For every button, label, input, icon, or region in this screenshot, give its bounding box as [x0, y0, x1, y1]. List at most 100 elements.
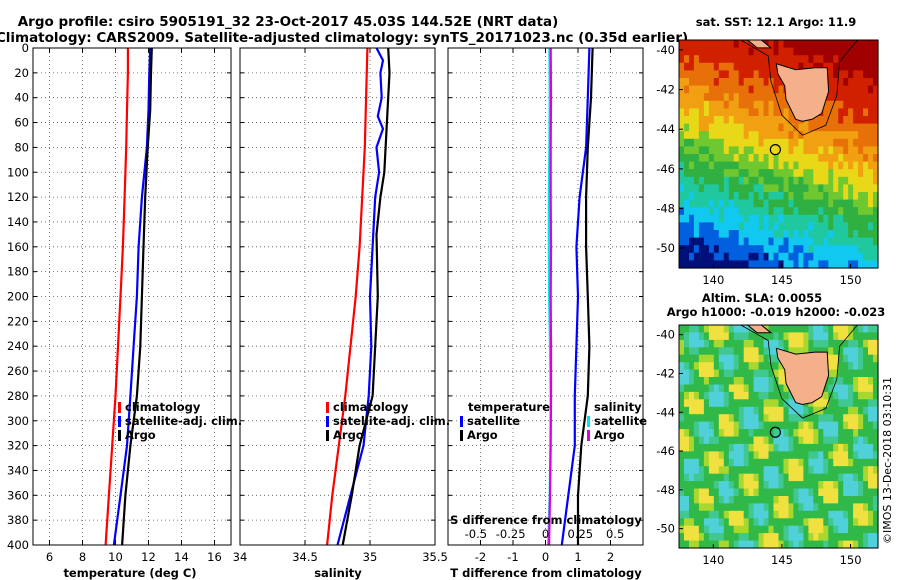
map-cell: [813, 146, 819, 155]
map-cell: [718, 108, 725, 117]
map-cell: [733, 377, 740, 385]
map-cell: [693, 131, 700, 140]
map-cell: [808, 406, 814, 415]
map-cell: [873, 192, 879, 201]
map-cell: [778, 362, 785, 371]
map-cell: [728, 100, 735, 109]
map-cell: [728, 503, 735, 512]
map-cell: [758, 414, 765, 423]
map-cell: [738, 199, 745, 208]
map-cell: [798, 451, 804, 460]
map-cell: [858, 116, 864, 125]
map-cell: [873, 496, 879, 504]
map-cell: [858, 540, 864, 549]
map-cell: [728, 116, 735, 125]
map-cell: [748, 62, 755, 71]
map-cell: [848, 192, 854, 201]
map-cell: [848, 510, 854, 519]
map-cell: [713, 47, 720, 56]
map-cell: [763, 436, 770, 445]
map-cell: [803, 252, 809, 261]
map-cell: [803, 131, 809, 140]
map-cell: [863, 339, 869, 348]
map-cell: [684, 399, 690, 408]
map-cell: [773, 146, 780, 155]
map-cell: [698, 443, 705, 452]
map-cell: [743, 214, 750, 223]
map-cell: [793, 481, 799, 490]
map-cell: [778, 443, 785, 452]
map-cell: [813, 55, 819, 64]
map-cell: [808, 443, 814, 452]
map-cell: [743, 260, 750, 269]
map-cell: [763, 362, 770, 371]
map-cell: [833, 85, 839, 94]
map-cell: [853, 369, 859, 378]
map-cell: [808, 230, 814, 239]
map-cell: [863, 252, 869, 261]
map-cell: [788, 496, 795, 504]
map-cell: [838, 354, 844, 363]
map-cell: [698, 377, 705, 385]
map-cell: [713, 252, 720, 261]
map-cell: [703, 138, 710, 147]
map-cell: [868, 354, 874, 363]
map-cell: [679, 332, 685, 341]
map-cell: [798, 325, 804, 333]
map-cell: [723, 55, 730, 64]
map-cell: [738, 369, 745, 378]
map-cell: [868, 325, 874, 333]
map-cell: [833, 443, 839, 452]
map-cell: [803, 230, 809, 239]
map-cell: [798, 481, 804, 490]
map-cell: [679, 458, 685, 467]
map-cell: [708, 40, 715, 49]
series-line-magenta: [548, 47, 553, 546]
map-cell: [868, 55, 874, 64]
map-cell: [873, 138, 879, 147]
map-cell: [708, 116, 715, 125]
map-cell: [843, 436, 849, 445]
map-cell: [703, 339, 710, 348]
map-cell: [803, 429, 809, 438]
map-cell: [768, 47, 775, 56]
map-cell: [718, 146, 725, 155]
map-cell: [768, 488, 775, 497]
map-cell: [679, 169, 685, 178]
map-cell: [708, 199, 715, 208]
map-cell: [788, 214, 795, 223]
map-cell: [838, 78, 844, 87]
map-cell: [833, 192, 839, 201]
map-cell: [763, 108, 770, 117]
map-cell: [738, 525, 745, 534]
map-cell: [873, 40, 879, 49]
map-cell: [718, 384, 725, 393]
map-cell: [738, 100, 745, 109]
map-cell: [708, 325, 715, 333]
map-cell: [828, 207, 834, 216]
map-cell: [689, 384, 695, 393]
map-cell: [698, 93, 705, 102]
map-cell: [684, 332, 690, 341]
map-cell: [728, 518, 735, 527]
map-cell: [868, 347, 874, 356]
map-cell: [873, 169, 879, 178]
map-cell: [863, 443, 869, 452]
map-cell: [873, 325, 879, 333]
map-cell: [798, 192, 804, 201]
map-cell: [793, 245, 799, 254]
map-cell: [823, 496, 829, 504]
map-cell: [748, 184, 755, 193]
map-cell: [873, 230, 879, 239]
map-cell: [698, 458, 705, 467]
map-cell: [848, 55, 854, 64]
map-cell: [738, 55, 745, 64]
map-cell: [738, 510, 745, 519]
map-cell: [808, 252, 814, 261]
x-tick-label: 35.5: [422, 550, 448, 564]
map-cell: [698, 222, 705, 231]
map-cell: [798, 260, 804, 269]
map-cell: [733, 47, 740, 56]
map-cell: [684, 138, 690, 147]
map-cell: [684, 169, 690, 178]
